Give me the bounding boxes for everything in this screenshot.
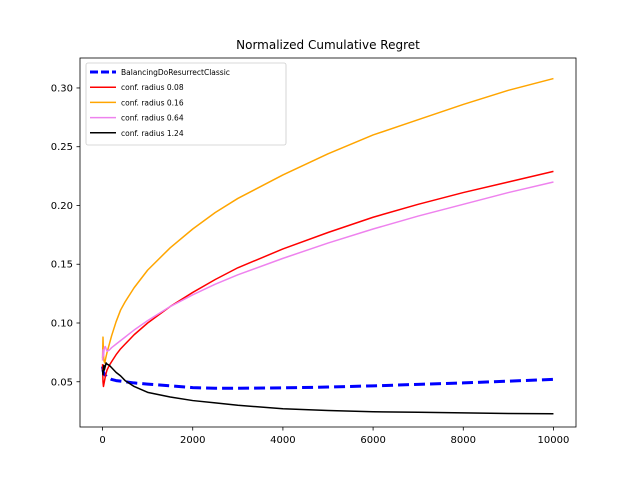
y-tick-label: 0.25 xyxy=(51,142,73,153)
y-tick-label: 0.15 xyxy=(51,260,73,271)
series-line-4 xyxy=(101,362,554,415)
chart-title: Normalized Cumulative Regret xyxy=(236,38,420,52)
legend-label-4: conf. radius 1.24 xyxy=(121,129,184,138)
y-axis: 0.05 0.10 0.15 0.20 0.25 0.30 xyxy=(51,83,80,388)
x-tick-label: 6000 xyxy=(360,435,385,446)
legend-label-2: conf. radius 0.16 xyxy=(121,98,184,107)
legend-label-1: conf. radius 0.08 xyxy=(121,83,184,92)
series-line-1 xyxy=(101,170,554,388)
legend-box xyxy=(85,62,287,146)
y-tick-label: 0.30 xyxy=(51,83,73,94)
x-tick-label: 8000 xyxy=(451,435,476,446)
series-line-3 xyxy=(101,181,554,361)
x-tick-label: 10000 xyxy=(538,435,570,446)
x-axis: 0 2000 4000 6000 8000 10000 xyxy=(99,427,569,446)
series-line-0 xyxy=(101,366,554,390)
y-tick-label: 0.10 xyxy=(51,318,73,329)
x-tick-label: 2000 xyxy=(180,435,205,446)
plot-frame xyxy=(79,57,577,428)
x-tick-label: 4000 xyxy=(270,435,295,446)
y-tick-label: 0.05 xyxy=(51,377,73,388)
series-line-2 xyxy=(101,77,554,364)
legend-label-3: conf. radius 0.64 xyxy=(121,114,184,123)
x-tick-label: 0 xyxy=(99,435,105,446)
legend-label-0: BalancingDoResurrectClassic xyxy=(121,68,230,77)
y-tick-label: 0.20 xyxy=(51,201,73,212)
series-layer xyxy=(101,77,554,415)
legend: BalancingDoResurrectClassic conf. radius… xyxy=(85,62,287,146)
